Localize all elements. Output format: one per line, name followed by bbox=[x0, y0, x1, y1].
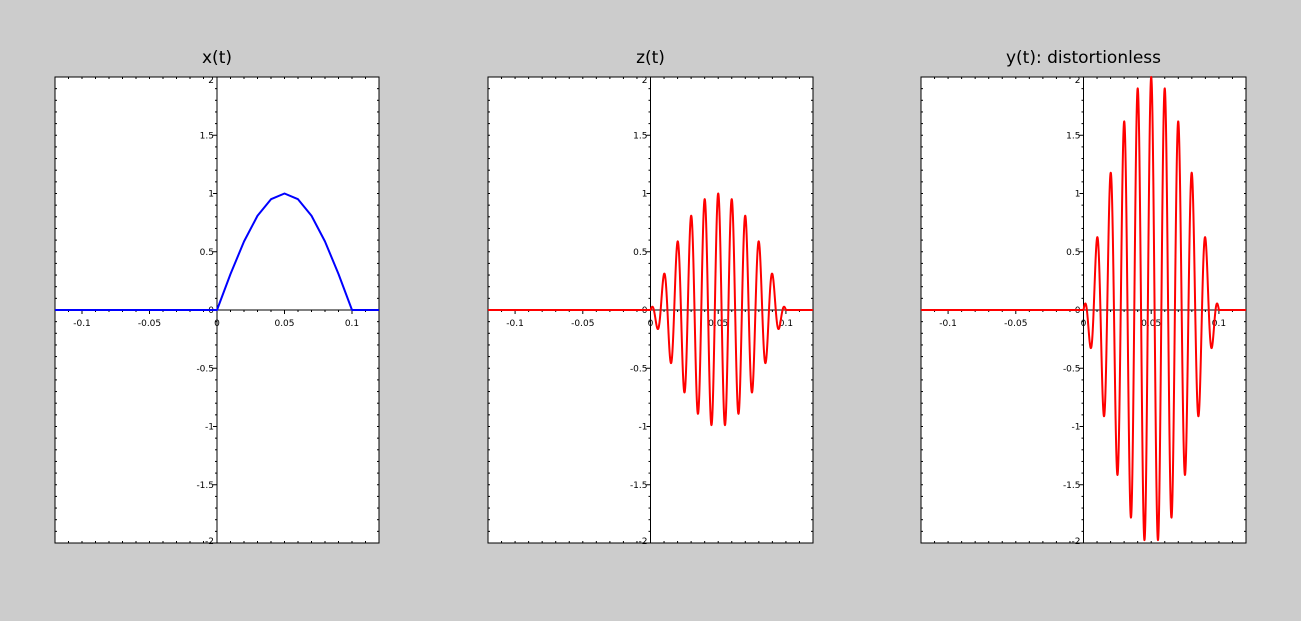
subplot-z: z(t) -0.1 -0.05 0 0.05 0.1-2-1.5-1-0.500.511… bbox=[487, 48, 814, 547]
subplot-title: x(t) bbox=[202, 48, 232, 68]
x-tick-label: 0 bbox=[648, 319, 654, 329]
x-tick-label: -0.1 bbox=[73, 319, 91, 329]
y-tick-label: -1 bbox=[1072, 423, 1081, 433]
y-tick-label: -1.5 bbox=[196, 481, 214, 491]
x-tick-label: 0.1 bbox=[779, 319, 793, 329]
x-tick-label: 0.05 bbox=[708, 319, 728, 329]
y-tick-label: 0.5 bbox=[1066, 248, 1080, 258]
y-tick-label: -2 bbox=[639, 537, 648, 547]
y-tick-label: 1 bbox=[642, 190, 648, 200]
x-tick-label: 0.05 bbox=[274, 319, 294, 329]
y-tick-label: -1.5 bbox=[1063, 481, 1081, 491]
y-tick-label: 1.5 bbox=[633, 131, 647, 141]
y-tick-label: 1 bbox=[1075, 190, 1081, 200]
x-tick-label: -0.1 bbox=[939, 319, 957, 329]
y-tick-label: -0.5 bbox=[630, 364, 648, 374]
subplot-title: z(t) bbox=[636, 48, 665, 68]
y-tick-label: 2 bbox=[1075, 76, 1081, 86]
y-tick-label: 1.5 bbox=[200, 131, 214, 141]
subplot-y: y(t): distortionless -0.1 -0.05 0 0.05 0.1 -2… bbox=[920, 48, 1247, 547]
y-tick-label: -1 bbox=[205, 423, 214, 433]
x-tick-label: 0 bbox=[214, 319, 220, 329]
y-tick-label: 2 bbox=[208, 76, 214, 86]
subplot-x: x(t) -0.1 -0.05 0 0.05 0.1-2-1.5-1-0.500.511… bbox=[54, 48, 380, 547]
y-tick-label: -1 bbox=[639, 423, 648, 433]
x-tick-label: -0.05 bbox=[1004, 319, 1027, 329]
subplot-title: y(t): distortionless bbox=[1006, 48, 1161, 68]
x-tick-label: -0.05 bbox=[571, 319, 594, 329]
x-tick-label: -0.1 bbox=[506, 319, 524, 329]
series-line bbox=[487, 192, 814, 427]
x-tick-label: -0.05 bbox=[138, 319, 161, 329]
y-tick-label: -0.5 bbox=[1063, 364, 1081, 374]
x-tick-label: 0.1 bbox=[345, 319, 359, 329]
y-tick-label: -2 bbox=[205, 537, 214, 547]
y-tick-label: 1 bbox=[208, 190, 214, 200]
y-tick-label: -2 bbox=[1072, 537, 1081, 547]
x-tick-label: 0.05 bbox=[1141, 319, 1161, 329]
y-tick-label: 0.5 bbox=[200, 248, 214, 258]
x-tick-label: 0 bbox=[1081, 319, 1087, 329]
y-tick-label: -0.5 bbox=[196, 364, 214, 374]
y-tick-label: -1.5 bbox=[630, 481, 648, 491]
series-line bbox=[55, 192, 379, 311]
y-tick-label: 2 bbox=[642, 76, 648, 86]
series-line bbox=[920, 76, 1247, 542]
y-tick-label: 0.5 bbox=[633, 248, 647, 258]
x-tick-label: 0.1 bbox=[1212, 319, 1226, 329]
y-tick-label: 1.5 bbox=[1066, 131, 1080, 141]
